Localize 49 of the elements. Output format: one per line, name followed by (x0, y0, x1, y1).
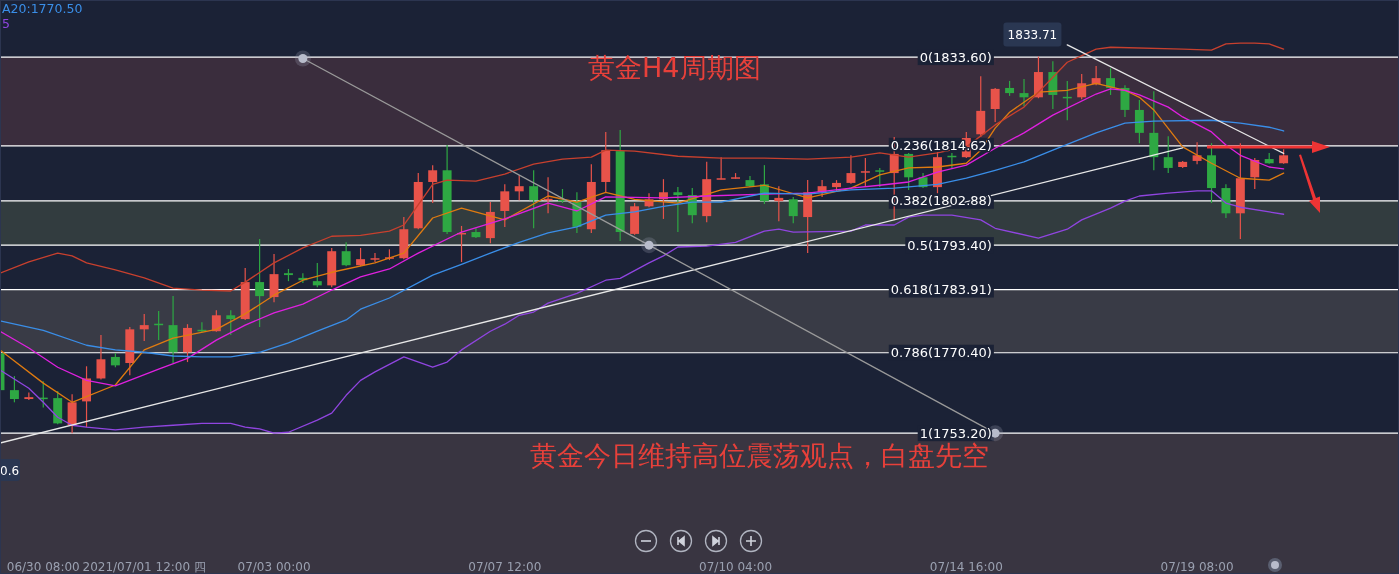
candlestick (514, 174, 524, 201)
candlestick (370, 252, 380, 263)
candlestick (860, 157, 870, 188)
text: A20:1770.50 (2, 1, 83, 16)
text: 5 (2, 16, 10, 31)
candlestick (673, 186, 683, 233)
x-tick-label: 07/10 04:00 (699, 560, 773, 574)
candlestick (255, 238, 265, 328)
annotation: 1833.71 (1007, 28, 1058, 43)
candlestick (500, 183, 510, 228)
x-tick-label: 07/07 12:00 (468, 560, 542, 574)
candlestick (1077, 73, 1087, 100)
candlestick (1106, 67, 1116, 96)
candlestick (428, 164, 438, 204)
x-tick-label: 07/03 00:00 (237, 560, 311, 574)
candlestick (875, 167, 885, 188)
candlestick (341, 241, 351, 267)
candlestick (1250, 157, 1260, 190)
x-tick-label: 2021/07/01 12:00 四 (82, 560, 206, 574)
ref-line-label: 0.786(1770.40) (890, 345, 992, 361)
candlestick (1120, 84, 1130, 118)
candlestick (529, 169, 539, 229)
candlestick (716, 156, 726, 180)
annotation: 黄金今日维持高位震荡观点，白盘先空 (530, 440, 990, 471)
candlestick (67, 393, 77, 434)
candlestick (1163, 135, 1173, 174)
candlestick (990, 87, 1000, 123)
ref-line-label: 0.5(1793.40) (907, 237, 992, 253)
candlestick (9, 375, 19, 403)
candlestick (1192, 141, 1202, 165)
x-tick-label: 07/14 16:00 (929, 560, 1003, 574)
ref-line-label: 0(1833.60) (919, 49, 992, 65)
candlestick (312, 262, 322, 288)
x-tick-label: 06/30 08:00 (6, 560, 80, 574)
annotation: 0.6 (0, 464, 20, 478)
candlestick (139, 313, 149, 342)
candlestick (96, 334, 106, 380)
ref-line-label: 0.618(1783.91) (890, 282, 992, 298)
x-tick-label: 07/19 08:00 (1160, 560, 1234, 574)
text: 黄金H4周期图 (588, 52, 761, 83)
candlestick (269, 253, 279, 303)
ref-line-label: 1(1753.20) (919, 425, 992, 441)
candlestick (846, 154, 856, 185)
candlestick (788, 196, 798, 224)
candlestick (1134, 99, 1144, 144)
candlestick (211, 309, 221, 333)
candlestick (976, 75, 986, 138)
candlestick (226, 309, 236, 336)
candlestick (774, 185, 784, 222)
